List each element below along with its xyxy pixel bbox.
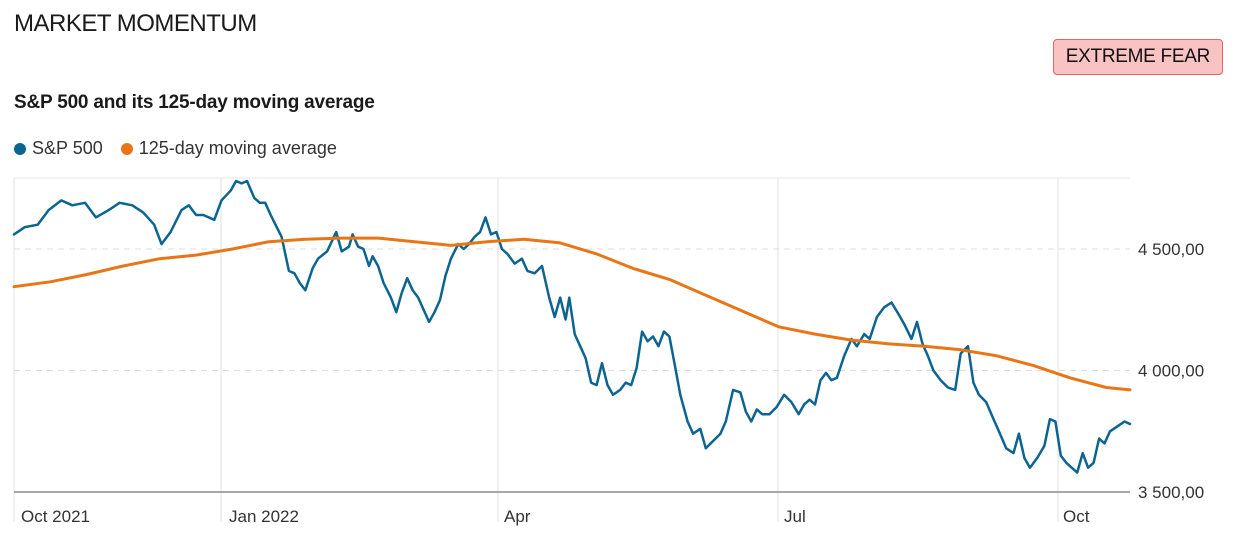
chart-lines bbox=[12, 179, 1132, 474]
x-tick-label-1: Jan 2022 bbox=[229, 507, 299, 526]
legend-dot-sp500 bbox=[14, 142, 26, 155]
x-tick-label-2: Apr bbox=[504, 507, 531, 526]
y-tick-label-1: 4 000,00 bbox=[1138, 362, 1204, 381]
series-moving-average-line[interactable] bbox=[12, 236, 1132, 392]
legend-label-sp500: S&P 500 bbox=[32, 138, 103, 158]
x-tick-label-3: Jul bbox=[784, 507, 806, 526]
chart-axes: 4 500,00 4 000,00 3 500,00 Oct 2021 Jan 2022… bbox=[14, 240, 1204, 526]
series-sp500-line[interactable] bbox=[12, 179, 1132, 474]
y-tick-label-0: 4 500,00 bbox=[1138, 240, 1204, 259]
x-tick-label-0: Oct 2021 bbox=[21, 507, 90, 526]
x-tick-label-4: Oct bbox=[1063, 507, 1090, 526]
chart-grid bbox=[13, 177, 1130, 522]
chart-legend: S&P 500 125-day moving average bbox=[14, 138, 337, 159]
legend-item-moving-average[interactable]: 125-day moving average bbox=[120, 138, 337, 159]
section-title: MARKET MOMENTUM bbox=[14, 10, 257, 37]
y-tick-label-2: 3 500,00 bbox=[1138, 483, 1204, 502]
legend-item-sp500[interactable]: S&P 500 bbox=[14, 138, 103, 159]
legend-label-moving-average: 125-day moving average bbox=[138, 138, 337, 158]
sentiment-badge: EXTREME FEAR bbox=[1052, 39, 1223, 75]
chart-title: S&P 500 and its 125-day moving average bbox=[14, 92, 375, 113]
legend-dot-moving-average bbox=[120, 142, 133, 155]
